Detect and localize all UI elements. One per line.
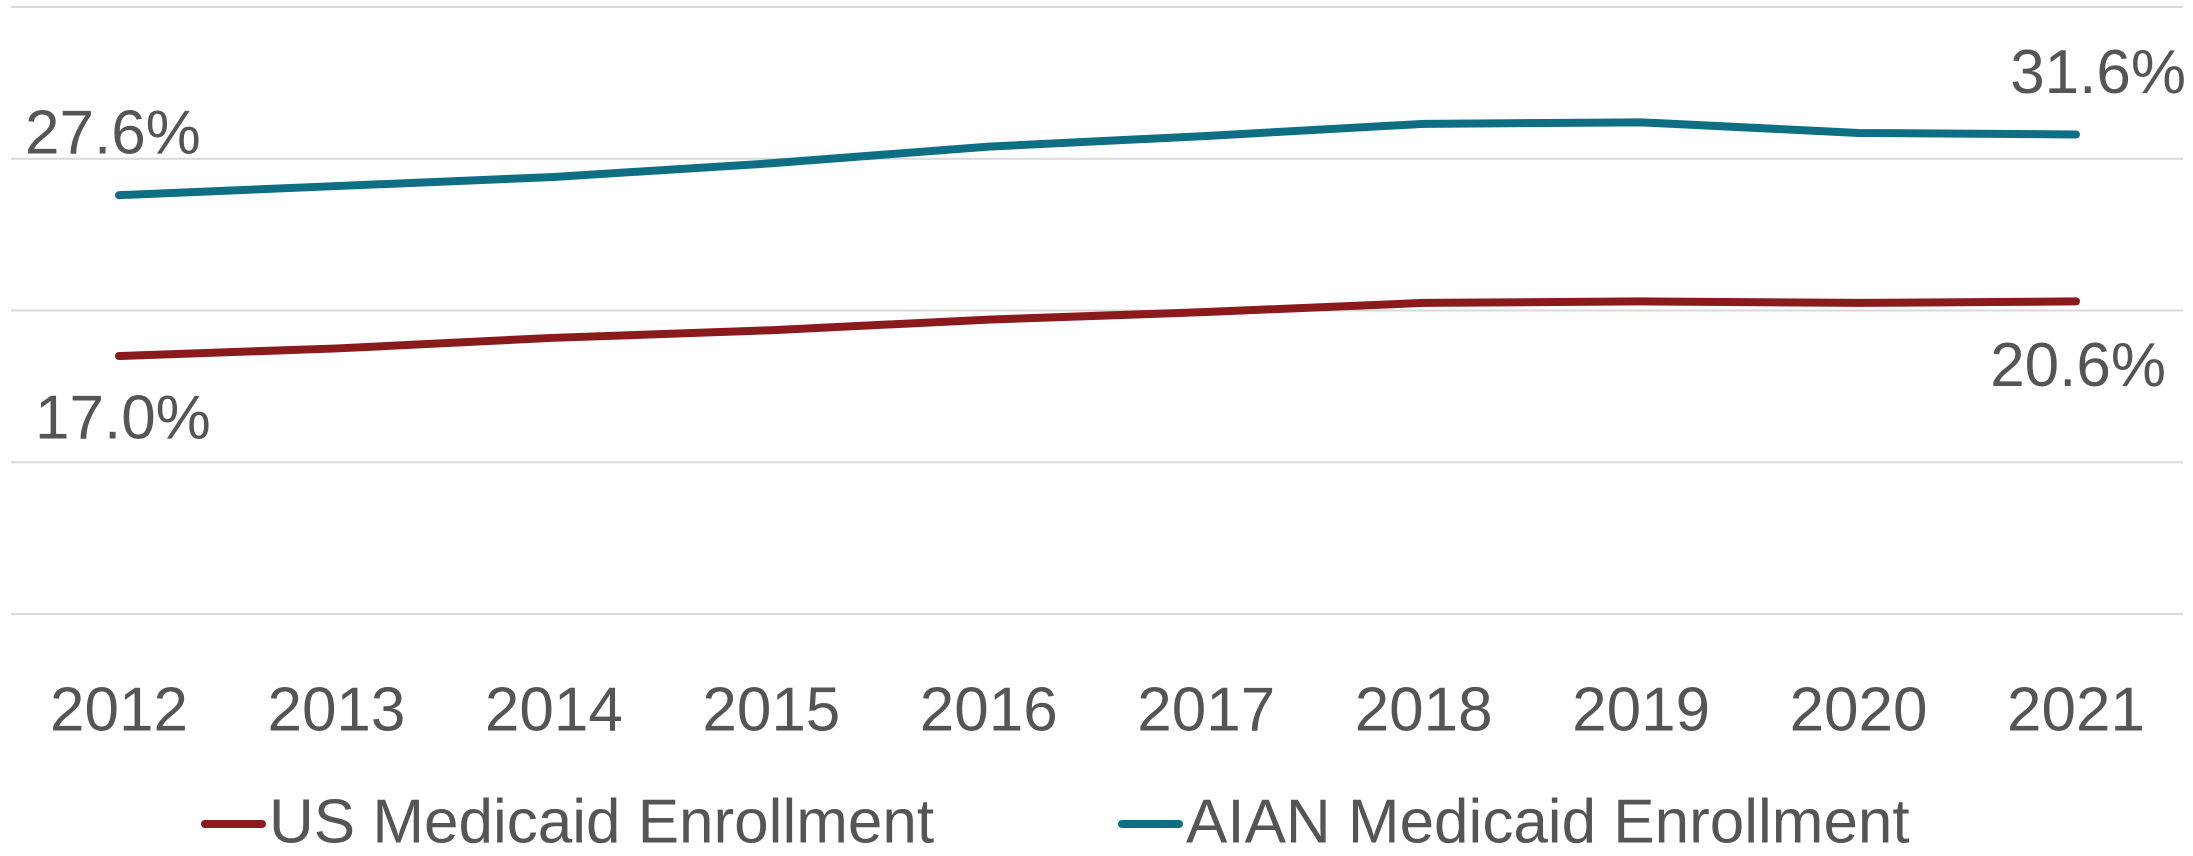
x-tick-label: 2019: [1572, 675, 1710, 744]
x-tick-label: 2017: [1137, 675, 1275, 744]
x-tick-label: 2012: [50, 675, 188, 744]
data-label: 20.6%: [1990, 331, 2166, 400]
x-tick-label: 2018: [1355, 675, 1493, 744]
x-tick-label: 2013: [267, 675, 405, 744]
line-series: [115, 297, 2080, 361]
data-label: 17.0%: [35, 383, 211, 452]
x-tick-label: 2020: [1790, 675, 1928, 744]
data-label: 31.6%: [2010, 38, 2186, 107]
x-tick-label: 2021: [2007, 675, 2145, 744]
x-tick-label: 2014: [485, 675, 623, 744]
legend-label: AIAN Medicaid Enrollment: [1186, 787, 1910, 856]
x-tick-label: 2016: [920, 675, 1058, 744]
x-tick-label: 2015: [702, 675, 840, 744]
line-series: [115, 118, 2080, 200]
data-label: 27.6%: [25, 99, 201, 168]
legend-label: US Medicaid Enrollment: [269, 787, 934, 856]
